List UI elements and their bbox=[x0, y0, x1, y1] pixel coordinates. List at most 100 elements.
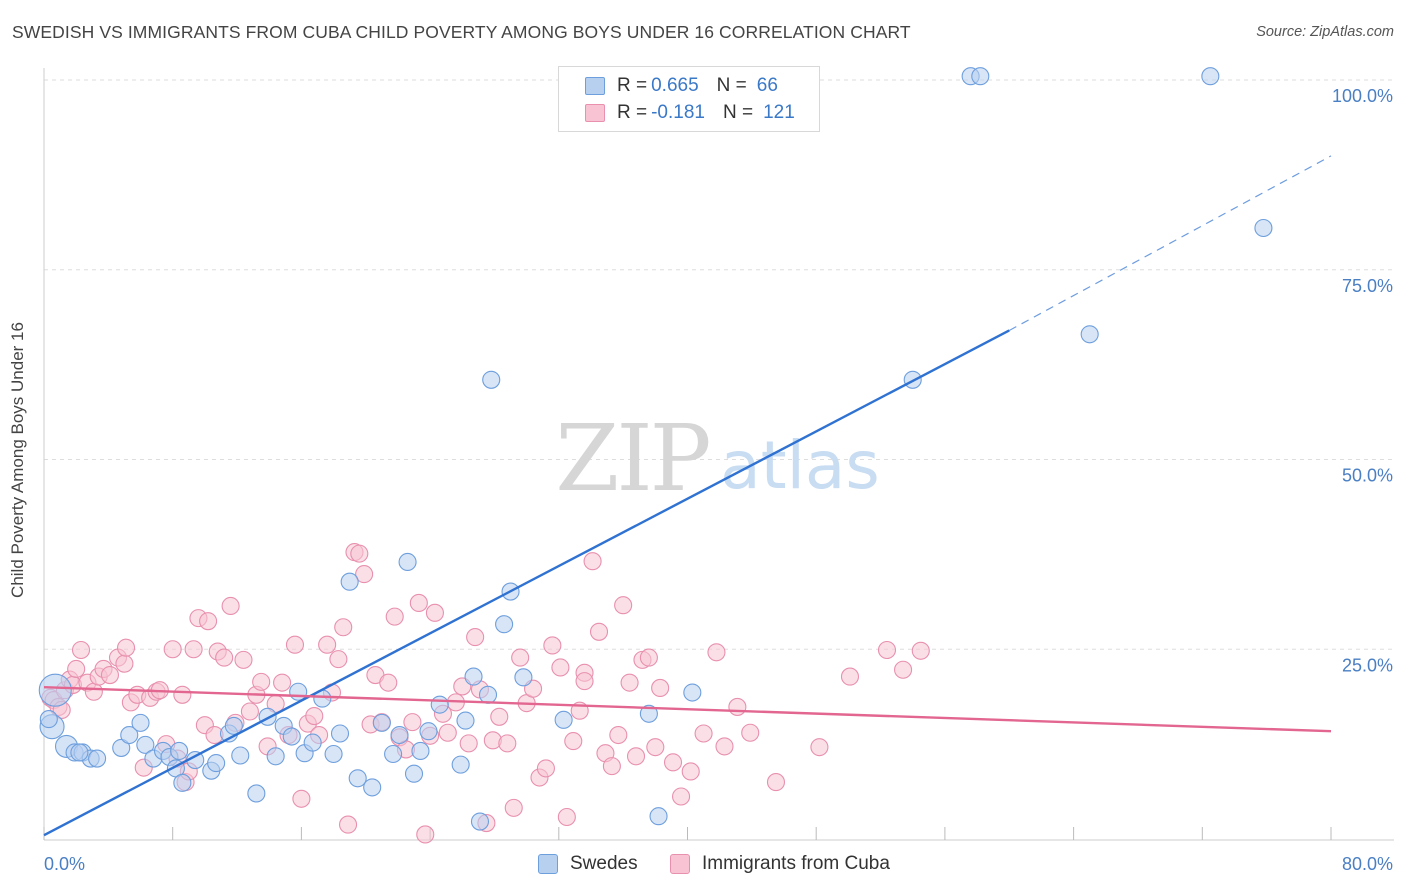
swedes-point bbox=[639, 704, 658, 723]
bottom-legend-label-cuba: Immigrants from Cuba bbox=[702, 853, 890, 874]
cuba-point bbox=[173, 685, 192, 704]
cuba-point bbox=[766, 773, 786, 792]
cuba-point bbox=[71, 640, 91, 660]
cuba-point bbox=[810, 738, 829, 757]
cuba-point bbox=[490, 707, 509, 726]
bottom-legend-swatch-swedes bbox=[538, 854, 558, 874]
y-tick-label: 100.0% bbox=[1332, 86, 1393, 106]
x-tick-label: 80.0% bbox=[1342, 854, 1393, 874]
legend-swatch-swedes bbox=[585, 77, 605, 95]
cuba-point bbox=[334, 618, 353, 637]
cuba-point bbox=[840, 667, 860, 686]
swedes-point bbox=[38, 673, 72, 707]
legend-r-value: -0.181 bbox=[651, 102, 705, 123]
cuba-point bbox=[504, 798, 523, 817]
swedes-point bbox=[464, 667, 483, 686]
legend-swatch-cuba bbox=[585, 104, 605, 122]
swedes-point bbox=[554, 710, 573, 729]
swedes-point bbox=[282, 727, 301, 746]
cuba-point bbox=[639, 648, 658, 667]
swedes-point bbox=[482, 370, 501, 389]
swedes-point bbox=[398, 552, 417, 572]
cuba-point bbox=[379, 673, 398, 692]
cuba-point bbox=[551, 658, 570, 677]
swedes-point bbox=[131, 713, 150, 732]
cuba-point bbox=[385, 607, 404, 626]
swedes-point bbox=[247, 784, 266, 803]
swedes-point bbox=[456, 711, 475, 730]
cuba-point bbox=[728, 697, 747, 716]
cuba-point bbox=[543, 636, 562, 655]
cuba-point bbox=[589, 622, 609, 641]
bottom-legend-swatch-cuba bbox=[670, 854, 690, 874]
watermark: ZIP atlas bbox=[555, 405, 879, 512]
swedes-trend-extension bbox=[1008, 155, 1332, 331]
swedes-point bbox=[495, 615, 514, 634]
trend-lines bbox=[43, 155, 1332, 837]
bottom-legend-swedes: Swedes bbox=[538, 851, 638, 877]
swedes-points bbox=[38, 67, 1273, 831]
swedes-point bbox=[289, 682, 308, 701]
cuba-point bbox=[646, 738, 665, 757]
swedes-point bbox=[340, 572, 359, 591]
y-tick-label: 25.0% bbox=[1342, 655, 1393, 675]
legend-r-label: R = bbox=[617, 75, 648, 96]
cuba-point bbox=[609, 725, 628, 745]
swedes-point bbox=[514, 668, 533, 687]
swedes-point bbox=[1254, 218, 1273, 238]
swedes-point bbox=[207, 754, 226, 773]
swedes-point bbox=[971, 67, 990, 86]
swedes-point bbox=[39, 710, 58, 729]
cuba-point bbox=[285, 635, 305, 654]
cuba-point bbox=[575, 672, 594, 691]
cuba-point bbox=[350, 544, 369, 563]
cuba-point bbox=[252, 672, 271, 691]
swedes-point bbox=[231, 746, 250, 765]
cuba-point bbox=[614, 596, 633, 615]
cuba-point bbox=[583, 552, 602, 571]
cuba-point bbox=[339, 815, 358, 834]
cuba-point bbox=[116, 638, 136, 657]
cuba-point bbox=[425, 603, 444, 622]
grid-lines bbox=[44, 79, 1394, 650]
swedes-point bbox=[430, 695, 449, 714]
legend-row-swedes: R = 0.665 N = 66 bbox=[585, 74, 778, 98]
swedes-point bbox=[173, 773, 192, 792]
swedes-point bbox=[136, 735, 155, 754]
legend-n-label: N = bbox=[716, 75, 747, 96]
cuba-point bbox=[292, 789, 311, 808]
cuba-point bbox=[498, 734, 517, 753]
cuba-point bbox=[894, 660, 913, 679]
swedes-point bbox=[258, 707, 277, 726]
cuba-point bbox=[602, 757, 621, 776]
cuba-point bbox=[329, 650, 348, 669]
swedes-point bbox=[404, 764, 424, 783]
cuba-point bbox=[877, 640, 897, 660]
cuba-point bbox=[438, 723, 457, 742]
cuba-point bbox=[715, 737, 734, 756]
tick-labels: 25.0% 50.0% 75.0% 100.0% 0.0% 80.0% bbox=[44, 86, 1393, 874]
correlation-legend: R = 0.665 N = 66 R = -0.181 N = 121 bbox=[558, 66, 820, 132]
legend-r-label: R = bbox=[617, 102, 648, 123]
cuba-point bbox=[557, 807, 576, 827]
swedes-point bbox=[330, 724, 350, 743]
chart-title: SWEDISH VS IMMIGRANTS FROM CUBA CHILD PO… bbox=[12, 22, 911, 42]
cuba-point bbox=[273, 673, 292, 692]
cuba-point bbox=[409, 593, 428, 613]
cuba-point bbox=[100, 666, 120, 685]
swedes-trend-line bbox=[43, 329, 1010, 837]
swedes-point bbox=[303, 733, 322, 752]
swedes-point bbox=[683, 683, 702, 702]
swedes-point bbox=[324, 744, 343, 764]
cuba-point bbox=[651, 678, 670, 698]
cuba-point bbox=[416, 825, 435, 844]
swedes-point bbox=[120, 725, 139, 745]
bottom-legend-label-swedes: Swedes bbox=[570, 853, 638, 874]
cuba-point bbox=[163, 640, 182, 659]
legend-n-label: N = bbox=[722, 102, 754, 123]
cuba-point bbox=[234, 650, 253, 669]
source-label: Source: ZipAtlas.com bbox=[1256, 24, 1394, 40]
cuba-point bbox=[355, 565, 374, 584]
swedes-point bbox=[266, 747, 285, 766]
swedes-point bbox=[112, 738, 131, 757]
